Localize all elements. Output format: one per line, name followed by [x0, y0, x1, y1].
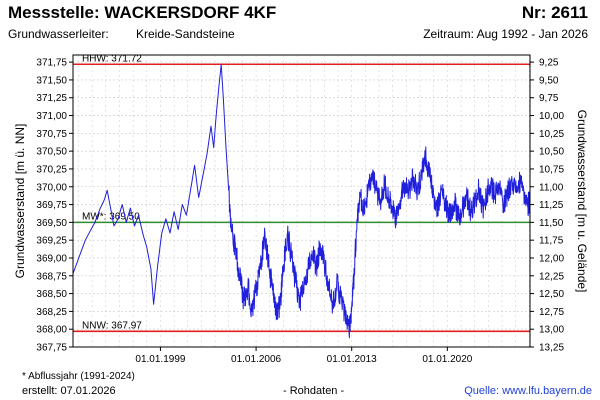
y-right-tick-label: 9,25 — [539, 58, 559, 69]
y-tick-label: 368,25 — [36, 307, 67, 318]
aquifer-value: Kreide-Sandsteine — [136, 27, 235, 41]
plot-background — [73, 55, 530, 347]
y-tick-label: 369,25 — [36, 236, 67, 247]
x-tick-label: 01.01.2013 — [327, 354, 377, 365]
y-right-tick-label: 12,00 — [539, 253, 564, 264]
y-axis-right-label: Grundwasserstand [m u. Gelände] — [575, 110, 589, 293]
y-right-tick-label: 10,25 — [539, 129, 564, 140]
y-tick-label: 368,50 — [36, 289, 67, 300]
reference-line-label: MW*: 369.50 — [82, 211, 140, 222]
y-tick-label: 369,00 — [36, 253, 67, 264]
reference-lines: HHW: 371.72 MW*: 369.50 NNW: 367.97 — [73, 53, 530, 333]
y-right-tick-label: 12,75 — [539, 307, 564, 318]
y-tick-label: 371,00 — [36, 111, 67, 122]
raw-data-note: - Rohdaten - — [283, 385, 345, 397]
y-right-tick-label: 11,75 — [539, 236, 564, 247]
source-link[interactable]: Quelle: www.lfu.bayern.de — [464, 385, 592, 397]
station-number: Nr: 2611 — [521, 3, 588, 22]
reference-line-label: HHW: 371.72 — [82, 53, 142, 64]
y-right-tick-label: 11,00 — [539, 182, 564, 193]
y-tick-label: 369,75 — [36, 200, 67, 211]
y-tick-label: 370,75 — [36, 129, 67, 140]
y-tick-label: 368,00 — [36, 325, 67, 336]
plot-frame — [72, 54, 531, 348]
y-right-tick-label: 10,75 — [539, 164, 564, 175]
station-title: Messstelle: WACKERSDORF 4KF — [8, 3, 277, 22]
y-tick-label: 370,50 — [36, 147, 67, 158]
y-right-tick-label: 11,50 — [539, 218, 564, 229]
y-tick-label: 371,50 — [36, 75, 67, 86]
y-right-tick-label: 10,50 — [539, 147, 564, 158]
y-right-tick-label: 12,25 — [539, 271, 564, 282]
y-tick-label: 368,75 — [36, 271, 67, 282]
y-right-tick-label: 13,00 — [539, 325, 564, 336]
aquifer-label: Grundwasserleiter: — [8, 27, 109, 41]
y-right-tick-label: 12,50 — [539, 289, 564, 300]
x-tick-label: 01.01.1999 — [135, 354, 185, 365]
y-axis-right: 9,25 9,50 9,75 10,00 10,25 10,50 10,75 11,00 11,… — [530, 58, 564, 354]
y-right-tick-label: 11,25 — [539, 200, 564, 211]
y-tick-label: 367,75 — [36, 343, 67, 354]
x-axis: 01.01.1999 01.01.2006 01.01.2013 01.01.2020 — [135, 347, 473, 365]
y-right-tick-label: 9,50 — [539, 75, 559, 86]
y-right-tick-label: 9,75 — [539, 93, 559, 104]
groundwater-level-series — [72, 63, 530, 339]
y-tick-label: 371,75 — [36, 58, 67, 69]
y-right-tick-label: 13,25 — [539, 343, 564, 354]
y-tick-label: 370,25 — [36, 164, 67, 175]
created-date: erstellt: 07.01.2026 — [22, 385, 116, 397]
y-right-tick-label: 10,00 — [539, 111, 564, 122]
y-tick-label: 371,25 — [36, 93, 67, 104]
x-tick-label: 01.01.2020 — [422, 354, 472, 365]
footnote: * Abflussjahr (1991-2024) — [22, 371, 135, 382]
y-axis-left-label: Grundwasserstand [m ü. NN] — [13, 124, 27, 279]
y-tick-label: 369,50 — [36, 218, 67, 229]
reference-line-label: NNW: 367.97 — [82, 320, 142, 331]
period-label: Zeitraum: Aug 1992 - Jan 2026 — [423, 27, 588, 41]
y-tick-label: 370,00 — [36, 182, 67, 193]
x-tick-label: 01.01.2006 — [231, 354, 281, 365]
y-axis-left: 367,75 368,00 368,25 368,50 368,75 369,00 369,… — [36, 58, 73, 354]
